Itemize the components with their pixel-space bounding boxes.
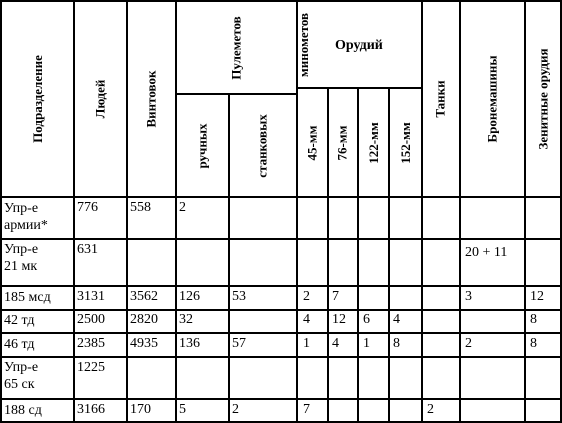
cell-gun-45: 4 [303,312,310,327]
cell-rifles: 170 [130,402,151,417]
cell-mg-hand: 5 [179,402,186,417]
header-armored: Бронемашины [484,55,500,143]
cell-people: 1225 [77,360,105,375]
cell-rifles: 558 [130,200,151,215]
table-row-unit: Упр-е 21 мк [4,242,39,274]
cell-mg-hand: 126 [179,289,200,304]
header-mortars: минометов [296,12,312,78]
cell-tanks: 2 [427,402,434,417]
header-aa-guns: Зенитные орудия [535,48,550,150]
cell-rifles: 2820 [130,312,158,327]
header-people: Людей [92,79,108,119]
cell-mg-hand: 136 [179,336,200,351]
cell-gun-122: 1 [363,336,370,351]
header-mg-heavy: станковых [254,113,270,178]
header-gun-122: 122-мм [365,121,381,164]
cell-people: 2385 [77,336,105,351]
cell-gun-76: 12 [332,312,346,327]
cell-people: 3131 [77,289,105,304]
cell-gun-152: 8 [393,336,400,351]
cell-aa-guns: 12 [530,289,544,304]
table-row-unit: 188 сд [4,403,42,418]
header-gun-152: 152-мм [397,121,413,164]
cell-people: 776 [77,200,98,215]
header-rifles: Винтовок [143,70,159,128]
cell-people: 631 [77,242,98,257]
table-row-unit: Упр-е 65 ск [4,360,39,392]
cell-gun-122: 6 [363,312,370,327]
cell-rifles: 3562 [130,289,158,304]
cell-gun-152: 4 [393,312,400,327]
header-mg-hand: ручных [194,122,210,169]
cell-gun-45: 1 [303,336,310,351]
header-tanks: Танки [433,80,449,118]
table-row-unit: 42 тд [4,313,35,328]
cell-armored: 3 [465,289,472,304]
header-machine-guns: Пулеметов [228,15,244,80]
header-gun-76: 76-мм [335,124,351,161]
table-row-unit: 185 мсд [4,290,51,305]
cell-gun-45: 2 [303,289,310,304]
cell-mg-hand: 2 [179,200,186,215]
cell-gun-76: 4 [332,336,339,351]
header-unit: Подразделение [29,55,45,143]
cell-gun-45: 7 [303,402,310,417]
cell-rifles: 4935 [130,336,158,351]
cell-armored: 20 + 11 [465,245,508,260]
cell-mg-heavy: 57 [232,336,246,351]
cell-people: 2500 [77,312,105,327]
cell-aa-guns: 8 [530,336,537,351]
cell-aa-guns: 8 [530,312,537,327]
table-row-unit: Упр-е армии* [4,201,48,233]
cell-armored: 2 [465,336,472,351]
cell-mg-hand: 32 [179,312,193,327]
cell-gun-76: 7 [332,289,339,304]
cell-people: 3166 [77,402,105,417]
table-row-unit: 46 тд [4,337,35,352]
header-guns: Орудий [335,38,383,53]
cell-mg-heavy: 53 [232,289,246,304]
cell-mg-heavy: 2 [232,402,239,417]
header-gun-45: 45-мм [304,124,320,161]
